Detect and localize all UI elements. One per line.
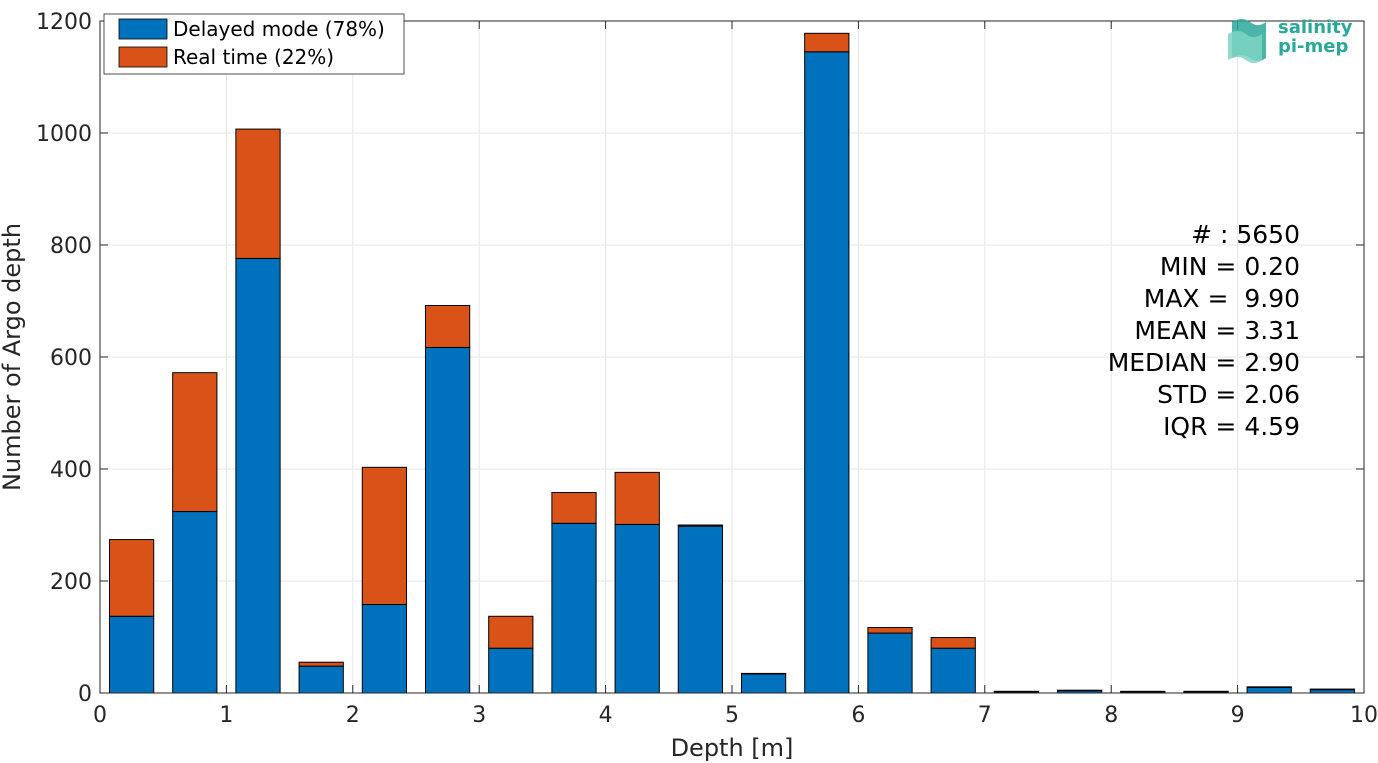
legend-label-realtime: Real time (22%) bbox=[173, 45, 334, 69]
bar-delayed-mode bbox=[361, 604, 408, 694]
bar-delayed-mode bbox=[488, 647, 534, 694]
legend: Delayed mode (78%) Real time (22%) bbox=[103, 13, 405, 75]
stats-line: STD = 2.06 bbox=[1157, 380, 1300, 409]
x-tick-label: 8 bbox=[1104, 703, 1118, 728]
bar-real-time bbox=[1183, 690, 1229, 693]
bar-real-time bbox=[108, 539, 155, 617]
x-tick-label: 1 bbox=[219, 703, 233, 728]
x-tick-label: 6 bbox=[851, 703, 865, 728]
bar-real-time bbox=[298, 661, 344, 667]
bar-real-time bbox=[551, 492, 597, 524]
stats-line: MAX = 9.90 bbox=[1144, 284, 1300, 313]
x-tick-label: 10 bbox=[1350, 703, 1378, 728]
x-tick-label: 9 bbox=[1231, 703, 1245, 728]
y-axis-label: Number of Argo depth bbox=[0, 223, 26, 491]
stats-annotation: # : 5650 MIN = 0.20 MAX = 9.90 MEAN = 3.31 M… bbox=[1108, 220, 1300, 441]
x-axis-label: Depth [m] bbox=[671, 734, 794, 762]
salinity-pi-mep-logo: salinity pi-mep bbox=[1228, 17, 1353, 63]
bar-real-time bbox=[488, 615, 534, 649]
bar-delayed-mode bbox=[867, 632, 913, 694]
bar-real-time bbox=[677, 524, 724, 527]
bar-real-time bbox=[235, 128, 281, 259]
bar-real-time bbox=[993, 690, 1040, 693]
bar-real-time bbox=[1056, 689, 1103, 692]
bar-real-time bbox=[930, 637, 976, 649]
x-tick-label: 0 bbox=[93, 703, 107, 728]
x-tick-label: 3 bbox=[472, 703, 486, 728]
bar-delayed-mode bbox=[614, 523, 660, 694]
y-tick-label: 200 bbox=[50, 570, 92, 595]
x-tick-labels: 0 1 2 3 4 5 6 7 8 9 10 bbox=[93, 703, 1378, 728]
logo-line2: pi-mep bbox=[1278, 36, 1348, 57]
bar-delayed-mode bbox=[235, 257, 281, 694]
bar-delayed-mode bbox=[424, 346, 471, 694]
bar-delayed-mode bbox=[108, 615, 155, 694]
x-tick-label: 5 bbox=[725, 703, 739, 728]
bar-delayed-mode bbox=[551, 522, 597, 694]
tick-marks bbox=[99, 20, 1365, 694]
bar-delayed-mode bbox=[1246, 686, 1292, 694]
bar-delayed-mode bbox=[298, 665, 344, 694]
bar-real-time bbox=[424, 304, 471, 348]
y-tick-label: 1000 bbox=[36, 122, 92, 147]
x-tick-label: 4 bbox=[599, 703, 613, 728]
x-tick-label: 7 bbox=[978, 703, 992, 728]
y-tick-label: 400 bbox=[50, 458, 92, 483]
stats-line: MEAN = 3.31 bbox=[1134, 316, 1300, 345]
bar-delayed-mode bbox=[740, 673, 787, 694]
bar-real-time bbox=[172, 372, 218, 513]
bar-delayed-mode bbox=[677, 525, 724, 694]
legend-swatch-delayed bbox=[118, 18, 168, 40]
logo-line1: salinity bbox=[1278, 17, 1353, 38]
bar-real-time bbox=[1309, 688, 1356, 691]
y-tick-label: 1200 bbox=[36, 10, 92, 35]
bar-real-time bbox=[804, 32, 850, 53]
legend-label-delayed: Delayed mode (78%) bbox=[173, 17, 385, 41]
bars bbox=[108, 32, 1356, 694]
bar-delayed-mode bbox=[804, 51, 850, 694]
bar-real-time bbox=[740, 672, 787, 675]
bar-real-time bbox=[1120, 690, 1166, 693]
bar-real-time bbox=[361, 466, 408, 606]
y-tick-label: 600 bbox=[50, 346, 92, 371]
y-tick-label: 0 bbox=[78, 682, 92, 707]
grid-lines bbox=[100, 21, 1364, 693]
bar-delayed-mode bbox=[930, 647, 976, 694]
y-tick-label: 800 bbox=[50, 234, 92, 259]
bar-delayed-mode bbox=[1309, 689, 1356, 694]
legend-swatch-realtime bbox=[118, 46, 168, 68]
bar-real-time bbox=[1246, 686, 1292, 688]
bar-delayed-mode bbox=[172, 511, 218, 694]
x-tick-label: 2 bbox=[346, 703, 360, 728]
stats-line: MEDIAN = 2.90 bbox=[1108, 348, 1300, 377]
y-tick-labels: 0 200 400 600 800 1000 1200 bbox=[36, 10, 92, 707]
stats-line: # : 5650 bbox=[1191, 220, 1300, 249]
bar-real-time bbox=[614, 471, 660, 525]
stats-line: MIN = 0.20 bbox=[1160, 252, 1300, 281]
stats-line: IQR = 4.59 bbox=[1163, 412, 1300, 441]
bar-real-time bbox=[867, 626, 913, 634]
